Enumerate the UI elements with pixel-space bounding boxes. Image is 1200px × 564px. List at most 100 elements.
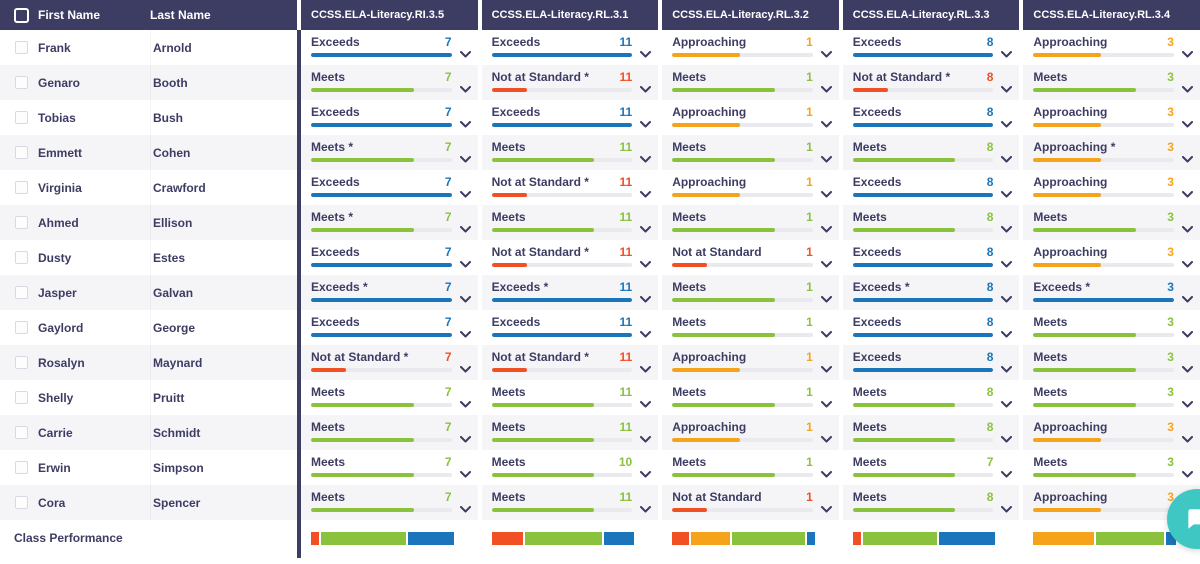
score-cell[interactable]: Not at Standard * 8 — [842, 65, 1020, 100]
chevron-down-icon[interactable] — [1001, 80, 1013, 93]
score-cell[interactable]: Meets 3 — [1023, 345, 1200, 380]
score-cell[interactable]: Approaching 3 — [1023, 30, 1200, 65]
score-cell[interactable]: Meets 1 — [662, 205, 839, 240]
score-cell[interactable]: Exceeds 8 — [842, 345, 1020, 380]
score-cell[interactable]: Not at Standard 1 — [662, 485, 839, 520]
chevron-down-icon[interactable] — [1181, 45, 1193, 58]
score-cell[interactable]: Approaching 3 — [1023, 415, 1200, 450]
chevron-down-icon[interactable] — [640, 220, 652, 233]
score-cell[interactable]: Exceeds 11 — [482, 100, 659, 135]
row-checkbox[interactable] — [15, 41, 28, 54]
standard-column-header[interactable]: CCSS.ELA-Literacy.RL.3.4 — [1023, 0, 1200, 30]
chevron-down-icon[interactable] — [820, 45, 832, 58]
score-cell[interactable]: Approaching 1 — [662, 415, 839, 450]
chevron-down-icon[interactable] — [820, 220, 832, 233]
select-all-checkbox[interactable] — [14, 7, 29, 23]
row-checkbox[interactable] — [15, 146, 28, 159]
chevron-down-icon[interactable] — [1001, 395, 1013, 408]
score-cell[interactable]: Exceeds * 7 — [301, 275, 478, 310]
chevron-down-icon[interactable] — [1001, 500, 1013, 513]
chevron-down-icon[interactable] — [1001, 465, 1013, 478]
score-cell[interactable]: Exceeds 8 — [843, 310, 1020, 345]
score-cell[interactable]: Meets 7 — [301, 380, 478, 415]
chevron-down-icon[interactable] — [640, 255, 652, 268]
chevron-down-icon[interactable] — [820, 500, 832, 513]
chevron-down-icon[interactable] — [1001, 290, 1013, 303]
score-cell[interactable]: Approaching 3 — [1023, 170, 1200, 205]
row-checkbox[interactable] — [15, 426, 28, 439]
row-checkbox[interactable] — [15, 111, 28, 124]
score-cell[interactable]: Exceeds 11 — [482, 30, 659, 65]
score-cell[interactable]: Exceeds 7 — [301, 100, 478, 135]
chevron-down-icon[interactable] — [459, 430, 471, 443]
score-cell[interactable]: Exceeds * 8 — [842, 275, 1020, 310]
chevron-down-icon[interactable] — [459, 255, 471, 268]
chevron-down-icon[interactable] — [1181, 185, 1193, 198]
score-cell[interactable]: Meets 7 — [843, 450, 1020, 485]
score-cell[interactable]: Meets 3 — [1023, 65, 1200, 100]
score-cell[interactable]: Exceeds * 3 — [1023, 275, 1200, 310]
score-cell[interactable]: Exceeds 8 — [843, 170, 1020, 205]
chevron-down-icon[interactable] — [459, 465, 471, 478]
score-cell[interactable]: Approaching 3 — [1023, 100, 1200, 135]
chevron-down-icon[interactable] — [640, 500, 652, 513]
score-cell[interactable]: Meets 3 — [1023, 380, 1200, 415]
chevron-down-icon[interactable] — [640, 80, 652, 93]
chevron-down-icon[interactable] — [820, 465, 832, 478]
score-cell[interactable]: Meets * 7 — [301, 135, 478, 170]
score-cell[interactable]: Meets 11 — [482, 380, 659, 415]
chevron-down-icon[interactable] — [1181, 465, 1193, 478]
score-cell[interactable]: Meets 7 — [301, 485, 478, 520]
standard-column-header[interactable]: CCSS.ELA-Literacy.RI.3.5 — [301, 0, 478, 30]
chevron-down-icon[interactable] — [640, 45, 652, 58]
score-cell[interactable]: Meets 1 — [662, 380, 839, 415]
chevron-down-icon[interactable] — [820, 395, 832, 408]
score-cell[interactable]: Meets 1 — [662, 275, 839, 310]
score-cell[interactable]: Meets 8 — [843, 380, 1020, 415]
chevron-down-icon[interactable] — [640, 150, 652, 163]
score-cell[interactable]: Approaching 1 — [662, 30, 839, 65]
chevron-down-icon[interactable] — [459, 325, 471, 338]
chevron-down-icon[interactable] — [640, 115, 652, 128]
score-cell[interactable]: Meets 11 — [481, 415, 659, 450]
chevron-down-icon[interactable] — [1001, 115, 1013, 128]
row-checkbox[interactable] — [15, 251, 28, 264]
row-checkbox[interactable] — [15, 391, 28, 404]
chevron-down-icon[interactable] — [640, 290, 652, 303]
chevron-down-icon[interactable] — [640, 465, 652, 478]
chevron-down-icon[interactable] — [1001, 185, 1013, 198]
score-cell[interactable]: Meets * 7 — [301, 205, 478, 240]
row-checkbox[interactable] — [15, 76, 28, 89]
score-cell[interactable]: Meets 1 — [662, 65, 839, 100]
score-cell[interactable]: Exceeds 8 — [843, 100, 1020, 135]
chevron-down-icon[interactable] — [820, 185, 832, 198]
chevron-down-icon[interactable] — [820, 290, 832, 303]
chevron-down-icon[interactable] — [1181, 115, 1193, 128]
score-cell[interactable]: Meets 8 — [842, 205, 1020, 240]
score-cell[interactable]: Approaching 1 — [662, 345, 839, 380]
score-cell[interactable]: Meets 8 — [842, 135, 1020, 170]
score-cell[interactable]: Not at Standard 1 — [662, 240, 839, 275]
score-cell[interactable]: Meets 1 — [662, 450, 839, 485]
chevron-down-icon[interactable] — [1001, 430, 1013, 443]
chevron-down-icon[interactable] — [459, 45, 471, 58]
chevron-down-icon[interactable] — [459, 500, 471, 513]
score-cell[interactable]: Exceeds 7 — [301, 30, 478, 65]
score-cell[interactable]: Exceeds 8 — [843, 240, 1020, 275]
chevron-down-icon[interactable] — [1181, 150, 1193, 163]
chevron-down-icon[interactable] — [640, 430, 652, 443]
chevron-down-icon[interactable] — [1181, 395, 1193, 408]
row-checkbox[interactable] — [15, 216, 28, 229]
score-cell[interactable]: Not at Standard * 11 — [482, 170, 659, 205]
chevron-down-icon[interactable] — [459, 290, 471, 303]
standard-column-header[interactable]: CCSS.ELA-Literacy.RL.3.2 — [662, 0, 839, 30]
row-checkbox[interactable] — [15, 461, 28, 474]
chevron-down-icon[interactable] — [1001, 360, 1013, 373]
chevron-down-icon[interactable] — [1181, 290, 1193, 303]
score-cell[interactable]: Meets 7 — [301, 450, 478, 485]
score-cell[interactable]: Meets 7 — [301, 65, 478, 100]
chevron-down-icon[interactable] — [1181, 360, 1193, 373]
score-cell[interactable]: Approaching 3 — [1023, 240, 1200, 275]
row-checkbox[interactable] — [15, 181, 28, 194]
score-cell[interactable]: Meets 1 — [662, 310, 839, 345]
